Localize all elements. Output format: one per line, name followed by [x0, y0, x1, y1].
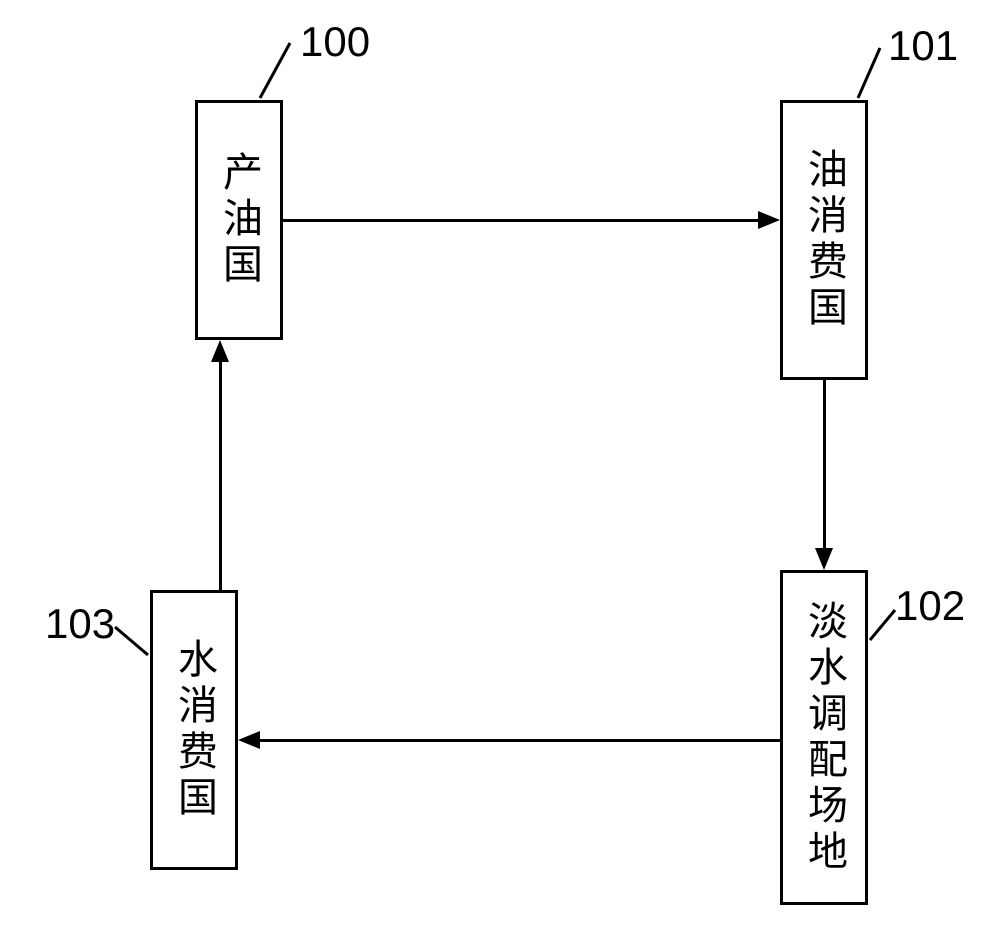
node-water-consuming-country: 水消费国 — [150, 590, 238, 870]
node-oil-consuming-country: 油消费国 — [780, 100, 868, 380]
arrow-head-down-icon — [815, 548, 833, 570]
node-text: 油消费国 — [800, 148, 848, 332]
label-103: 103 — [45, 600, 115, 648]
arrow-head-left-icon — [238, 731, 260, 749]
arrow-102-to-103 — [258, 739, 780, 742]
label-102: 102 — [895, 582, 965, 630]
label-101: 101 — [888, 22, 958, 70]
node-text: 淡水调配场地 — [800, 600, 848, 876]
arrow-103-to-100 — [219, 358, 222, 590]
arrow-head-up-icon — [211, 340, 229, 362]
arrow-head-right-icon — [758, 211, 780, 229]
label-100: 100 — [300, 18, 370, 66]
node-oil-producing-country: 产油国 — [195, 100, 283, 340]
arrow-100-to-101 — [283, 219, 762, 222]
arrow-101-to-102 — [823, 380, 826, 552]
node-text: 产油国 — [215, 151, 263, 289]
node-text: 水消费国 — [170, 638, 218, 822]
node-freshwater-blending-site: 淡水调配场地 — [780, 570, 868, 905]
